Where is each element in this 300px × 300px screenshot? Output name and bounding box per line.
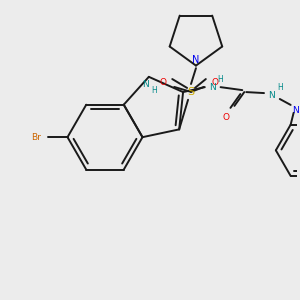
Text: N: N [209, 83, 216, 92]
Text: N: N [192, 55, 200, 65]
Text: H: H [151, 86, 157, 95]
Text: Br: Br [31, 133, 41, 142]
Text: N: N [142, 80, 149, 89]
Text: O: O [160, 77, 167, 86]
Text: O: O [211, 77, 218, 86]
Text: O: O [222, 113, 229, 122]
Text: N: N [292, 106, 299, 115]
Text: S: S [188, 87, 195, 97]
Text: N: N [268, 91, 275, 100]
Text: H: H [218, 75, 224, 84]
Text: H: H [277, 83, 283, 92]
